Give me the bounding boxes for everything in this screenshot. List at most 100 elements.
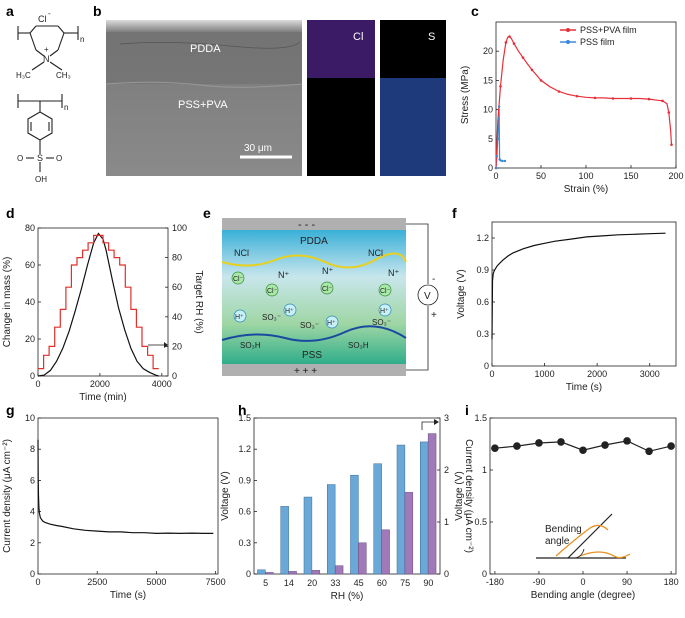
- y-right-tick-label-0: 0: [172, 371, 177, 381]
- x-tick-label-4: 180: [664, 577, 679, 587]
- bottom-electrode: [222, 364, 406, 376]
- pdda-cl-label: Cl: [38, 14, 47, 24]
- y-tick-label-0: 0: [488, 163, 493, 173]
- cl-ions: Cl⁻ Cl⁻ Cl⁻ Cl⁻: [231, 271, 392, 297]
- pdda-ch3-left: H₃C: [16, 71, 31, 80]
- panel-a-structures: [17, 25, 79, 172]
- pdda-chain: [221, 252, 407, 269]
- x-category-label-1: 14: [284, 578, 294, 588]
- cl-ion-3-label: Cl⁻: [322, 286, 333, 293]
- pss-pva-point: [512, 42, 516, 45]
- so3h-1: SO₃H: [240, 341, 261, 350]
- y-tick-label-1: 0.5: [474, 517, 487, 527]
- n-plus-1: N⁺: [278, 270, 289, 280]
- voltage-point-8: [667, 442, 675, 450]
- panel-a-labels: Cl - n N + H₃C CH₃ n S O O OH: [16, 9, 84, 184]
- x-tick-label-2: 5000: [146, 577, 166, 587]
- x-tick-label-3: 7500: [206, 577, 226, 587]
- voltage-point-5: [601, 441, 609, 449]
- y-axis-label: Voltage (V): [454, 471, 465, 520]
- y-tick-label-0: 0: [482, 569, 487, 579]
- bar-voltage-20: [303, 496, 313, 575]
- y-tick-label-1: 20: [25, 334, 35, 344]
- x-category-label-3: 33: [330, 578, 340, 588]
- y-tick-label-5: 10: [25, 413, 35, 423]
- inset-film-curve-2: [579, 551, 631, 559]
- voltage-point-4: [579, 446, 587, 455]
- pdda-nitrogen: N: [43, 54, 50, 64]
- chart-i-bending: -180 -90 0 90 180 0 0.5 1 1.5 Bending angle (degr…: [454, 413, 679, 601]
- plot-frame: [489, 417, 677, 575]
- plot-frame: [37, 227, 169, 377]
- y-tick-label-3: 15: [483, 75, 493, 85]
- x-category-label-5: 60: [377, 578, 387, 588]
- n-plus-2: N⁺: [322, 266, 333, 276]
- y-tick-label-2: 0.6: [476, 297, 489, 307]
- y-axis-label: Voltage (V): [456, 269, 467, 318]
- pss-pva-point: [539, 79, 543, 82]
- pss-n-subscript: n: [64, 103, 68, 112]
- y-tick-label-0: 0: [30, 569, 35, 579]
- pss-pva-point: [575, 94, 579, 98]
- y-tick-label-0: 0: [246, 569, 251, 579]
- voltage-point-7: [645, 447, 653, 456]
- x-axis-label: Time (min): [79, 392, 126, 403]
- series-current-density-line: [37, 439, 214, 535]
- legend-label-pss: PSS film: [580, 37, 615, 47]
- h-ion-2-label: H⁺: [285, 308, 294, 315]
- voltage-point-0: [491, 444, 499, 452]
- x-tick-label-2: 0: [580, 577, 585, 587]
- so3-1: SO₃⁻: [262, 313, 281, 322]
- sem-pdda-label: PDDA: [190, 43, 221, 55]
- bar-current-60: [381, 529, 390, 575]
- so3h-2: SO₃H: [348, 341, 369, 350]
- voltmeter-symbol: V: [424, 291, 431, 302]
- inset-label-line-2: angle: [545, 536, 570, 547]
- so3-3: SO₃⁻: [372, 318, 391, 327]
- bar-voltage-33: [326, 484, 336, 575]
- y-tick-label-0: 0: [484, 361, 489, 371]
- bar-voltage-90: [419, 441, 429, 575]
- pss-pva-point: [508, 35, 511, 38]
- h-ion-4-label: H⁺: [380, 308, 389, 315]
- y-tick-label-3: 0.9: [476, 265, 489, 275]
- y-tick-label-1: 2: [30, 538, 35, 548]
- top-electrode: [222, 218, 406, 230]
- pss-point: [494, 166, 498, 170]
- pss-point: [503, 159, 507, 163]
- bar-current-90: [427, 433, 437, 575]
- pdda-ch3-right: CH₃: [56, 71, 71, 80]
- chart-g-current-time: 0 2500 5000 7500 0 2 4 6 8 10 Time (s) Current dens…: [2, 413, 226, 601]
- y-tick-label-4: 80: [25, 223, 35, 233]
- y-right-tick-label-4: 80: [172, 253, 182, 263]
- eds-map-s-signal: [380, 78, 446, 176]
- pss-pva-point: [593, 96, 597, 100]
- chart-c-stress-strain: 0 50 100 150 200 0 5 10 15 20 Strain (%) Stress (MP…: [460, 21, 684, 195]
- inset-bent-line: [567, 513, 613, 559]
- x-tick-label-1: 50: [536, 171, 546, 181]
- legend-marker-pss-pva: [566, 28, 570, 32]
- voltmeter: [417, 284, 439, 306]
- device-body: [222, 230, 406, 364]
- y-right-axis-label: Target RH (%): [193, 270, 204, 333]
- voltage-point-2: [535, 439, 543, 447]
- y-tick-label-2: 0.6: [238, 507, 251, 517]
- y-tick-label-3: 0.9: [238, 475, 251, 485]
- pss-pva-point: [667, 111, 671, 114]
- pss-hydroxyl: OH: [35, 175, 47, 184]
- panel-label-f: f: [452, 205, 457, 221]
- series-voltage-line: [491, 232, 666, 340]
- pss-pva-point: [521, 56, 525, 59]
- eds-map-cl-label: Cl: [353, 31, 363, 43]
- y-tick-label-4: 1.2: [476, 233, 489, 243]
- cl-ion-4: [378, 283, 392, 297]
- x-category-label-2: 20: [307, 578, 317, 588]
- pss-point: [496, 137, 499, 140]
- voltage-point-1: [513, 442, 521, 450]
- y-tick-label-2: 10: [483, 105, 493, 115]
- inset-angle-arc: [575, 548, 585, 559]
- x-tick-label-0: 0: [489, 369, 494, 379]
- top-charges: - - -: [298, 219, 315, 231]
- y-tick-label-3: 1.5: [474, 413, 487, 423]
